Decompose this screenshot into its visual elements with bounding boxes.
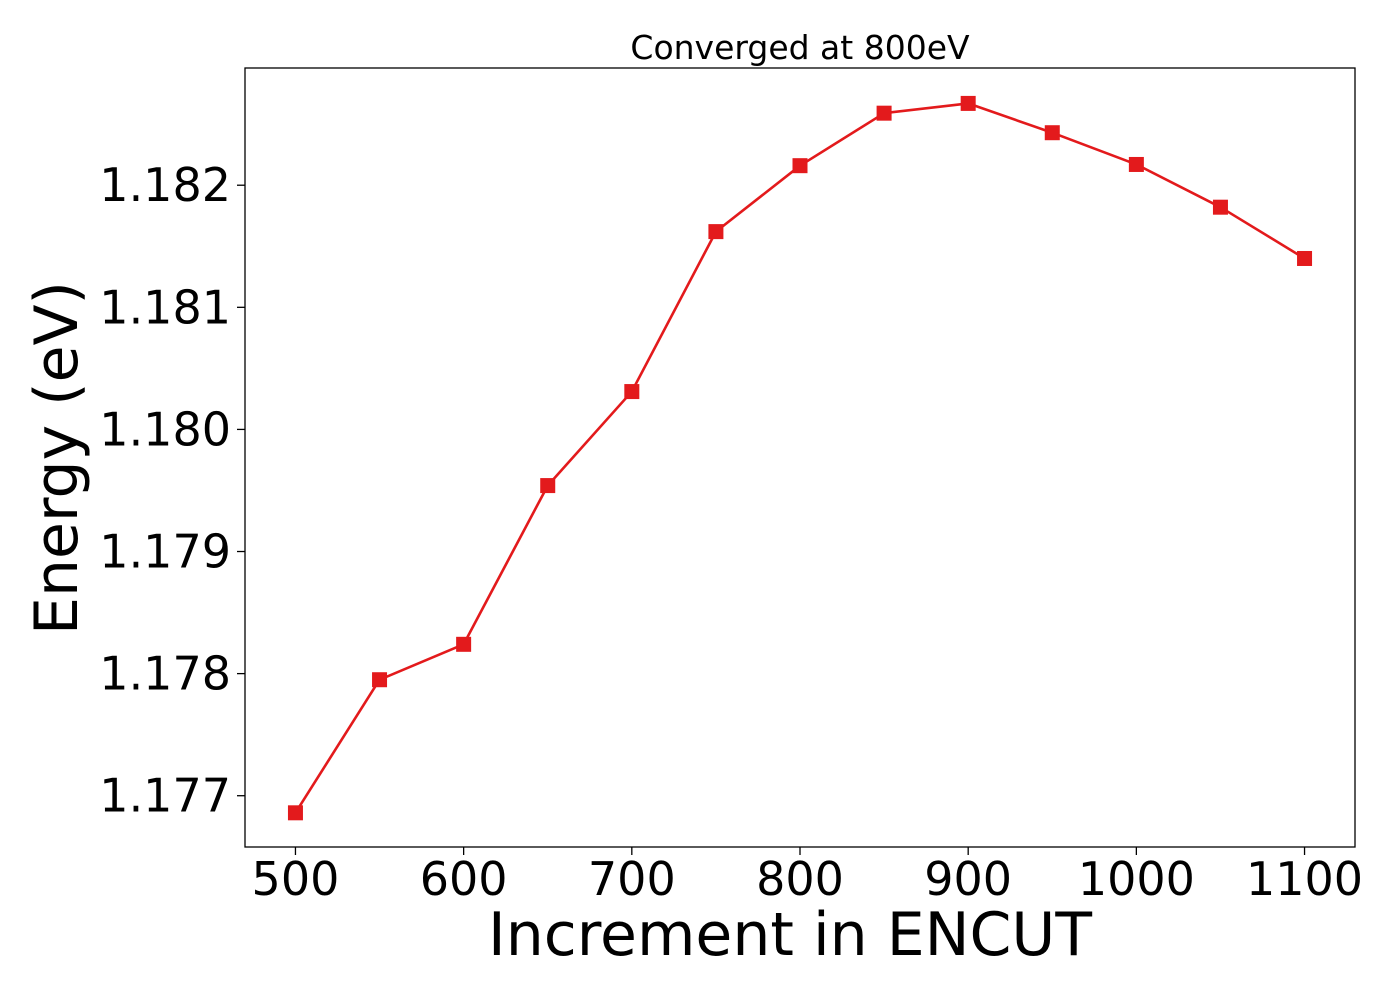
x-tick-label: 1000: [1078, 852, 1195, 906]
x-tick-label: 900: [924, 852, 1012, 906]
x-axis-label: Increment in ENCUT: [488, 900, 1092, 970]
data-point-marker: [708, 224, 724, 240]
y-tick-label: 1.182: [99, 158, 231, 212]
y-tick-label: 1.181: [99, 280, 231, 334]
y-tick-label: 1.178: [99, 647, 231, 701]
y-tick-label: 1.179: [99, 525, 231, 579]
plot-area: [287, 95, 1313, 821]
chart-title: Converged at 800eV: [630, 28, 970, 67]
data-point-marker: [960, 95, 976, 111]
data-point-marker: [1044, 125, 1060, 141]
data-point-marker: [1212, 199, 1228, 215]
x-tick-label: 800: [756, 852, 844, 906]
y-tick-label: 1.180: [99, 402, 231, 456]
data-point-marker: [287, 805, 303, 821]
data-point-marker: [624, 384, 640, 400]
y-axis-label: Energy (eV): [22, 281, 92, 635]
y-tick-label: 1.177: [99, 769, 231, 823]
x-tick-label: 700: [588, 852, 676, 906]
x-tick-label: 1100: [1246, 852, 1363, 906]
data-point-marker: [792, 158, 808, 174]
data-point-marker: [456, 636, 472, 652]
x-tick-label: 500: [252, 852, 340, 906]
y-axis: 1.177 1.178 1.179 1.180 1.181 1.182: [99, 158, 245, 823]
x-axis: 500 600 700 800 900 1000 1100: [252, 847, 1363, 906]
data-point-marker: [540, 478, 556, 494]
data-point-marker: [876, 105, 892, 121]
data-point-marker: [1128, 156, 1144, 172]
x-tick-label: 600: [420, 852, 508, 906]
data-point-marker: [1297, 250, 1313, 266]
data-point-marker: [372, 672, 388, 688]
